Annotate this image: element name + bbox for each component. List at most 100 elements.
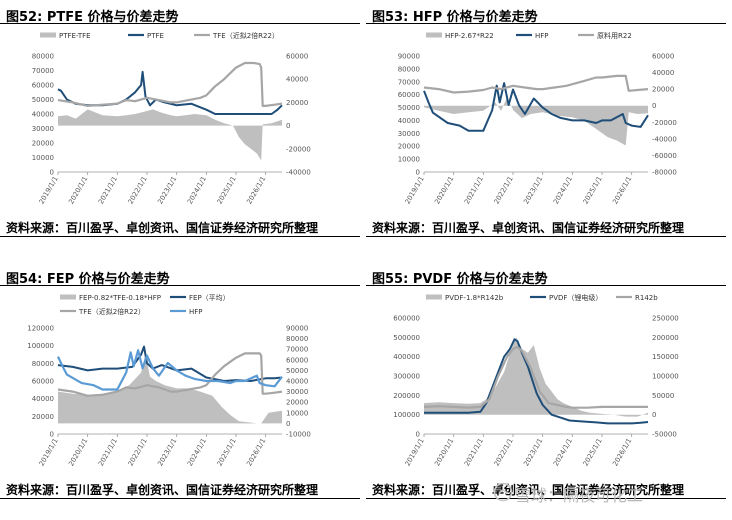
legend-label: PVDF-1.8*R142b — [445, 294, 504, 302]
right-tick-label: 60000 — [286, 356, 308, 364]
line-series — [423, 82, 649, 132]
panel-title: 图52: PTFE 价格与价差走势 — [6, 10, 179, 25]
left-tick-label: 20000 — [32, 140, 54, 148]
legend-item: PVDF（锂电级） — [530, 293, 602, 302]
panel-title: 图55: PVDF 价格与价差走势 — [372, 272, 548, 287]
left-tick-label: 60000 — [32, 378, 54, 386]
panel-hfp: 图53: HFP 价格与价差走势 HFP-2.67*R22 HFP 原料用R22 0 1… — [366, 0, 726, 258]
legend-item: FEP（平均） — [170, 293, 230, 302]
source-note: 资料来源：百川盈孚、卓创资讯、国信证券经济研究所整理 — [372, 483, 685, 497]
legend-item: PTFE-TFE — [40, 32, 91, 40]
panel-title: 图54: FEP 价格与价差走势 — [6, 272, 170, 287]
left-tick-label: 0 — [50, 431, 54, 439]
x-tick-label: 2025/1/1 — [582, 175, 604, 205]
x-tick-label: 2019/1/1 — [38, 437, 60, 467]
source-note: 资料来源：百川盈孚、卓创资讯、国信证券经济研究所整理 — [6, 483, 319, 497]
legend-label: PTFE-TFE — [59, 32, 91, 40]
panel-fep: 图54: FEP 价格与价差走势 FEP-0.82*TFE-0.18*HFP FE… — [0, 262, 360, 520]
x-tick-label: 2019/1/1 — [38, 175, 60, 205]
legend-label: HFP — [535, 32, 549, 40]
pvdf-chart: PVDF-1.8*R142b PVDF（锂电级） R142b 0 100000 20000… — [393, 293, 679, 467]
left-tick-label: 40000 — [32, 395, 54, 403]
x-tick-label: 2021/1/1 — [463, 437, 485, 467]
x-tick-label: 2023/1/1 — [522, 437, 544, 467]
legend-item: 原料用R22 — [578, 31, 632, 40]
legend-label: HFP — [189, 308, 203, 316]
x-tick-label: 2022/1/1 — [127, 175, 149, 205]
right-tick-label: 0 — [286, 420, 290, 428]
x-tick-label: 2021/1/1 — [97, 437, 119, 467]
x-tick-label: 2024/1/1 — [552, 437, 574, 467]
x-tick-label: 2025/1/1 — [216, 437, 238, 467]
legend-item: HFP — [516, 32, 549, 40]
left-tick-label: 60000 — [398, 91, 420, 99]
left-tick-label: 0 — [416, 169, 420, 177]
left-tick-label: 80000 — [32, 360, 54, 368]
right-tick-label: 150000 — [652, 353, 679, 361]
left-tick-label: 10000 — [398, 156, 420, 164]
right-tick-label: 20000 — [286, 99, 308, 107]
legend-item: FEP-0.82*TFE-0.18*HFP — [60, 294, 161, 302]
legend-label: 原料用R22 — [597, 31, 632, 40]
line-series — [57, 352, 283, 397]
legend-label: R142b — [635, 294, 658, 302]
x-tick-label: 2026/1/1 — [611, 437, 633, 467]
x-tick-label: 2021/1/1 — [97, 175, 119, 205]
legend-label: TFE（近拟2倍R22） — [212, 31, 279, 40]
right-tick-label: -40000 — [286, 169, 311, 177]
ptfe-chart: PTFE-TFE PTFE TFE（近拟2倍R22） 0 10000 20000 30000… — [32, 31, 311, 205]
x-tick-label: 2026/1/1 — [245, 437, 267, 467]
right-tick-label: 10000 — [286, 409, 308, 417]
bottom-rule — [0, 498, 360, 499]
left-tick-label: 60000 — [32, 82, 54, 90]
panel-title: 图53: HFP 价格与价差走势 — [372, 10, 538, 25]
left-tick-label: 80000 — [398, 65, 420, 73]
right-tick-label: 90000 — [286, 325, 308, 333]
x-tick-label: 2025/1/1 — [582, 437, 604, 467]
x-tick-label: 2019/1/1 — [404, 175, 426, 205]
line-series — [423, 345, 648, 409]
x-tick-label: 2025/1/1 — [216, 175, 238, 205]
right-tick-label: 250000 — [652, 315, 679, 323]
x-tick-label: 2022/1/1 — [493, 437, 515, 467]
bottom-rule — [366, 236, 726, 237]
right-tick-label: 40000 — [286, 378, 308, 386]
right-tick-label: 200000 — [652, 334, 679, 342]
legend-item: HFP-2.67*R22 — [426, 32, 494, 40]
x-tick-label: 2026/1/1 — [245, 175, 267, 205]
x-tick-label: 2024/1/1 — [186, 175, 208, 205]
x-tick-label: 2021/1/1 — [463, 175, 485, 205]
x-tick-label: 2023/1/1 — [156, 175, 178, 205]
x-tick-label: 2024/1/1 — [552, 175, 574, 205]
x-tick-label: 2020/1/1 — [433, 175, 455, 205]
left-tick-label: 30000 — [398, 130, 420, 138]
area-series — [58, 109, 282, 161]
left-tick-label: 600000 — [393, 315, 420, 323]
panel-ptfe: 图52: PTFE 价格与价差走势 PTFE-TFE PTFE TFE（近拟2倍R2… — [0, 0, 360, 258]
right-tick-label: 60000 — [652, 53, 674, 61]
right-tick-label: -20000 — [652, 119, 677, 127]
line-series — [57, 61, 283, 108]
left-tick-label: 50000 — [32, 96, 54, 104]
legend-label: HFP-2.67*R22 — [445, 32, 494, 40]
left-tick-label: 120000 — [27, 325, 54, 333]
title-rule — [366, 285, 726, 286]
left-tick-label: 10000 — [32, 154, 54, 162]
fep-chart: FEP-0.82*TFE-0.18*HFP FEP（平均） TFE（近拟2倍R22）… — [27, 293, 311, 467]
left-tick-label: 20000 — [398, 143, 420, 151]
left-tick-label: 300000 — [393, 373, 420, 381]
watermark: 雪球：隔夜可化工 — [515, 486, 644, 505]
title-rule — [0, 23, 360, 24]
left-tick-label: 40000 — [398, 117, 420, 125]
x-tick-label: 2020/1/1 — [433, 437, 455, 467]
x-tick-label: 2022/1/1 — [493, 175, 515, 205]
right-tick-label: 20000 — [286, 399, 308, 407]
left-tick-label: 80000 — [32, 53, 54, 61]
legend-item: PVDF-1.8*R142b — [426, 294, 504, 302]
left-tick-label: 100000 — [27, 342, 54, 350]
left-tick-label: 50000 — [398, 104, 420, 112]
right-tick-label: -10000 — [286, 431, 311, 439]
right-tick-label: -80000 — [652, 169, 677, 177]
legend-item: R142b — [616, 294, 658, 302]
left-tick-label: 70000 — [398, 78, 420, 86]
